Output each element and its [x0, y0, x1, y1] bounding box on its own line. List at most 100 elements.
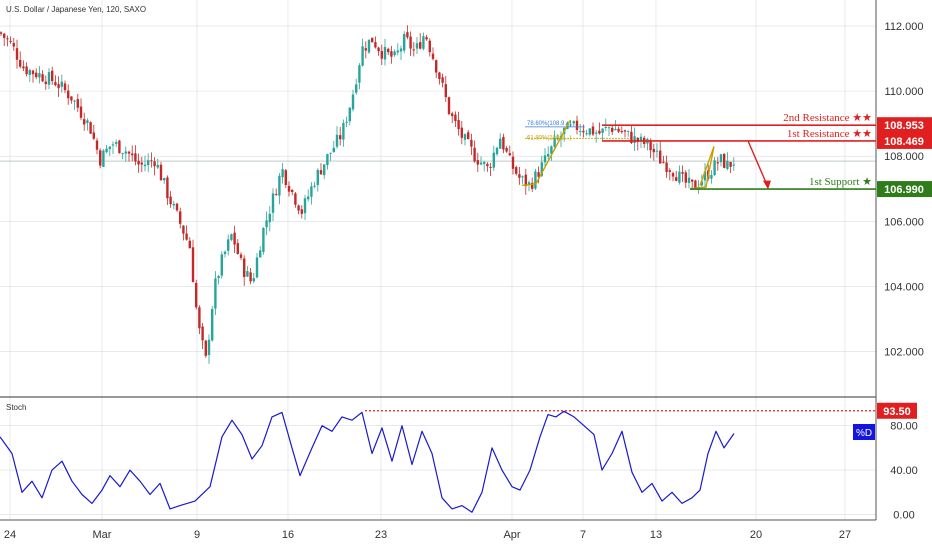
candle-body — [131, 153, 134, 156]
price-tick-label: 112.000 — [885, 21, 924, 33]
candle-body — [383, 46, 387, 60]
candle-body — [9, 40, 12, 42]
candle-body — [435, 60, 438, 73]
time-tick-label: 9 — [194, 529, 200, 541]
candle-body — [668, 170, 671, 172]
stoch-tick-label: 0.00 — [893, 509, 914, 521]
candle-body — [252, 278, 255, 282]
time-tick-label: 7 — [580, 529, 586, 541]
candle-body — [227, 239, 230, 251]
candle-body — [486, 163, 489, 167]
candle-body — [323, 164, 326, 176]
candle-body — [31, 70, 35, 75]
stoch-indicator-title[interactable]: Stoch — [6, 403, 27, 412]
candle-body — [175, 203, 179, 211]
candle-body — [342, 123, 345, 140]
time-axis[interactable]: 24 Mar 9 16 23 Apr 7 13 20 27 — [4, 529, 851, 541]
candle-body — [371, 37, 374, 43]
candle-body — [284, 170, 287, 185]
candle-body — [396, 50, 399, 53]
candle-body — [108, 146, 111, 150]
candle-body — [438, 72, 441, 80]
candle-body — [281, 169, 284, 178]
candle-body — [521, 176, 524, 178]
candle-body — [415, 43, 419, 49]
symbol-title[interactable]: U.S. Dollar / Japanese Yen, 120, SAXO — [6, 5, 147, 14]
candle-body — [185, 233, 188, 240]
stoch-axis[interactable]: 80.00 40.00 0.00 93.50 %D — [853, 402, 918, 522]
time-tick-label: 27 — [839, 529, 851, 541]
candle-body — [239, 254, 243, 258]
candle-body — [348, 107, 351, 122]
candle-body — [351, 94, 355, 110]
candle-body — [67, 90, 70, 99]
candle-body — [585, 133, 588, 135]
candle-body — [79, 106, 83, 118]
candle-body — [268, 213, 271, 223]
candle-body — [710, 174, 713, 179]
candle-body — [223, 251, 227, 255]
candle-body — [54, 82, 57, 86]
candle-body — [687, 177, 691, 183]
level-price-value-2: 106.990 — [884, 184, 924, 196]
level-label-2: 1st Support ★ — [809, 176, 872, 188]
candle-body — [137, 160, 140, 165]
stochastic-series — [0, 410, 735, 513]
candle-body — [489, 166, 492, 168]
price-axis[interactable]: 112.000 110.000 108.000 106.000 104.000 102.0… — [884, 21, 924, 358]
series-badge-box — [853, 424, 875, 440]
candle-body — [409, 36, 412, 49]
candle-body — [287, 185, 291, 192]
projection-arrow — [747, 140, 769, 188]
candle-body — [444, 84, 447, 98]
candle-body — [166, 177, 169, 199]
candle-body — [595, 132, 598, 134]
candle-body — [259, 250, 262, 258]
candle-body — [681, 172, 684, 174]
candle-body — [310, 186, 313, 197]
candle-body — [345, 121, 348, 123]
candle-body — [531, 182, 534, 189]
candle-body — [6, 38, 9, 40]
candle-body — [617, 128, 620, 132]
candle-body — [575, 120, 579, 130]
candle-body — [380, 50, 383, 59]
candle-body — [316, 169, 319, 185]
candle-body — [547, 153, 550, 157]
candle-body — [406, 32, 409, 38]
candle-body — [515, 167, 518, 174]
candle-body — [499, 138, 502, 149]
candle-body — [729, 161, 732, 167]
time-tick-label: 24 — [4, 529, 16, 541]
candle-body — [28, 70, 31, 75]
candle-body — [12, 43, 15, 47]
candle-body — [156, 164, 159, 168]
candle-body — [543, 155, 547, 163]
candle-body — [655, 150, 659, 152]
candle-body — [601, 128, 604, 133]
candle-body — [588, 128, 591, 135]
candle-body — [118, 140, 121, 154]
candle-body — [419, 42, 422, 49]
candle-body — [630, 131, 633, 143]
candle-body — [211, 309, 214, 341]
candle-body — [163, 178, 166, 181]
candle-body — [582, 130, 585, 133]
candle-body — [719, 154, 723, 163]
candle-body — [550, 146, 553, 154]
candle-body — [83, 119, 86, 125]
candle-body — [678, 171, 681, 183]
candle-body — [556, 138, 559, 140]
candle-body — [92, 132, 95, 139]
candle-body — [467, 132, 470, 139]
candle-body — [691, 179, 694, 182]
candle-body — [35, 72, 38, 78]
candle-body — [684, 172, 687, 183]
candle-body — [399, 48, 403, 52]
candle-body — [364, 48, 367, 51]
candle-body — [294, 193, 297, 205]
candle-body — [335, 134, 339, 147]
candle-body — [326, 153, 329, 166]
candle-body — [332, 147, 335, 153]
